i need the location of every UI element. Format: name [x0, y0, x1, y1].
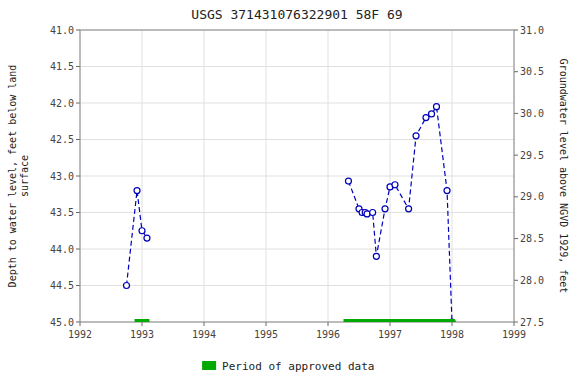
tick [76, 66, 80, 67]
grid-line [80, 103, 514, 104]
point [392, 182, 398, 188]
tick [80, 322, 81, 326]
grid-line [80, 212, 514, 213]
tick [514, 196, 518, 197]
tick-label: 1992 [68, 329, 92, 340]
legend-label: Period of approved data [222, 360, 374, 373]
tick-label: 1995 [254, 329, 278, 340]
legend: Period of approved data [202, 360, 374, 373]
marks [124, 104, 456, 322]
tick-label: 28.0 [520, 275, 544, 286]
point [373, 253, 379, 259]
tick [204, 322, 205, 326]
tick-label: 1996 [316, 329, 340, 340]
tick [514, 280, 518, 281]
tick [76, 176, 80, 177]
tick-label: 27.5 [520, 317, 544, 328]
tick [390, 322, 391, 326]
tick [76, 139, 80, 140]
tick-label: 44.5 [50, 280, 74, 291]
tick-label: 1998 [440, 329, 464, 340]
axes: 1992 1993 1994 1995 1996 1997 1998 1999 41.0 41.5… [50, 25, 544, 341]
tick-label: 41.5 [50, 61, 74, 72]
tick-label: 42.5 [50, 134, 74, 145]
tick-label: 45.0 [50, 317, 74, 328]
point [139, 228, 145, 234]
tick-label: 1994 [192, 329, 216, 340]
tick [76, 285, 80, 286]
point [134, 188, 140, 194]
tick-label: 42.0 [50, 98, 74, 109]
tick [142, 322, 143, 326]
tick [514, 322, 518, 323]
grid-line [80, 285, 514, 286]
point [124, 283, 130, 289]
tick-label: 1997 [378, 329, 402, 340]
tick [76, 322, 80, 323]
grid-line [80, 139, 514, 140]
axis-label: Groundwater level above NGVD 1929, feet [558, 59, 569, 294]
tick-label: 41.0 [50, 25, 74, 36]
tick-label: 29.5 [520, 150, 544, 161]
point [434, 104, 440, 110]
series-line [348, 107, 452, 322]
tick-label: 31.0 [520, 25, 544, 36]
title: USGS 371431076322901 58F 69 [191, 7, 402, 22]
point [423, 115, 429, 121]
tick-label: 28.5 [520, 233, 544, 244]
point [382, 206, 388, 212]
chart: USGS 371431076322901 58F 691992199319941… [0, 0, 576, 384]
grid [80, 30, 514, 322]
tick-label: 43.0 [50, 171, 74, 182]
grid-line [80, 249, 514, 250]
tick-label: 44.0 [50, 244, 74, 255]
tick [514, 71, 518, 72]
tick [328, 322, 329, 326]
point [429, 111, 435, 117]
tick [514, 30, 518, 31]
tick [514, 238, 518, 239]
tick [514, 113, 518, 114]
tick-label: 43.5 [50, 207, 74, 218]
plot-frame [80, 30, 514, 322]
tick [76, 103, 80, 104]
tick-label: 30.5 [520, 66, 544, 77]
tick-label: 1999 [502, 329, 526, 340]
point [144, 235, 150, 241]
grid-line [80, 66, 514, 67]
point [370, 210, 376, 216]
grid-line [80, 176, 514, 177]
point [413, 133, 419, 139]
tick [266, 322, 267, 326]
approved-period-bar [344, 319, 456, 322]
tick [76, 212, 80, 213]
tick [514, 155, 518, 156]
tick-label: 1993 [130, 329, 154, 340]
tick [76, 249, 80, 250]
point [406, 206, 412, 212]
point [345, 178, 351, 184]
axis-label-line: Depth to water level, feet below land [7, 65, 18, 288]
legend-swatch [202, 361, 216, 370]
axis-label-line: surface [19, 155, 30, 197]
point [444, 188, 450, 194]
tick-label: 29.0 [520, 191, 544, 202]
tick [452, 322, 453, 326]
tick [514, 322, 515, 326]
tick-label: 30.0 [520, 108, 544, 119]
approved-period-bar [135, 319, 150, 322]
axis-label: Depth to water level, feet below landsur… [7, 65, 30, 288]
tick [76, 30, 80, 31]
